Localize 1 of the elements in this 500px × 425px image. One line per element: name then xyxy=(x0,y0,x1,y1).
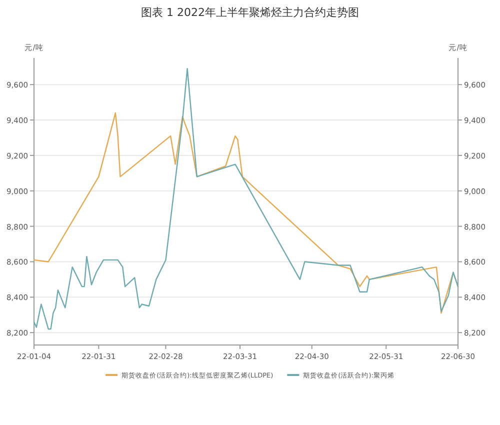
chart-title: 图表 1 2022年上半年聚烯烃主力合约走势图 xyxy=(141,6,359,19)
